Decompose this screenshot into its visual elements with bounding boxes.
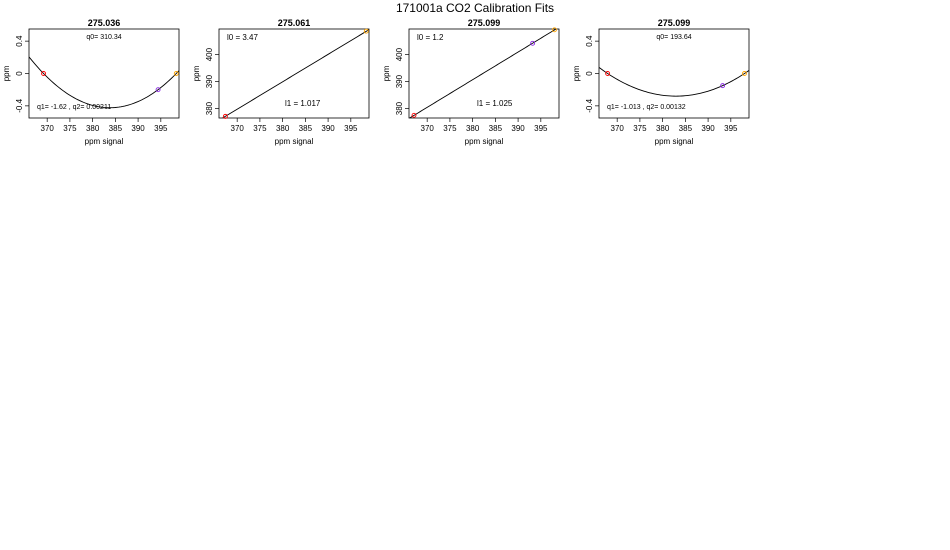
fit-annotation: q1= -1.013 , q2= 0.00132 (607, 104, 686, 111)
x-tick-label: 385 (489, 124, 503, 133)
fit-annotation: q0= 310.34 (86, 34, 121, 41)
y-tick-label: 380 (395, 101, 404, 115)
x-tick-label: 395 (534, 124, 548, 133)
fit-annotation: q0= 193.64 (656, 34, 691, 41)
x-tick-label: 380 (656, 124, 670, 133)
x-tick-label: 375 (253, 124, 267, 133)
data-point (530, 40, 536, 46)
y-tick-label: 0 (15, 71, 24, 76)
data-point (363, 28, 369, 34)
data-point (222, 113, 228, 119)
data-point (552, 27, 557, 33)
y-tick-label: 0.4 (15, 35, 24, 47)
x-tick-label: 380 (466, 124, 480, 133)
x-axis-label: ppm signal (85, 137, 124, 146)
y-axis-label: ppm (192, 65, 201, 81)
plot-frame (218, 28, 370, 119)
x-tick-label: 375 (63, 124, 77, 133)
x-tick-label: 370 (611, 124, 625, 133)
fit-curve (29, 56, 179, 109)
y-axis-label: ppm (572, 65, 581, 81)
x-tick-label: 370 (231, 124, 245, 133)
x-tick-label: 390 (131, 124, 145, 133)
x-tick-label: 375 (633, 124, 647, 133)
chart-title: 275.061 (278, 18, 311, 28)
x-axis-label: ppm signal (275, 137, 314, 146)
y-tick-label: -0.4 (585, 98, 594, 112)
fit-curve (221, 29, 369, 118)
x-tick-label: 390 (701, 124, 715, 133)
x-tick-label: 380 (276, 124, 290, 133)
chart-title: 275.099 (468, 18, 501, 28)
data-point (155, 87, 161, 93)
x-tick-label: 385 (109, 124, 123, 133)
data-point (720, 83, 726, 89)
chart-panel-2: 275.061 370 375 380 385 390 395 380 390 400 ppm si… (192, 18, 370, 146)
y-tick-label: 380 (205, 101, 214, 115)
x-tick-label: 385 (679, 124, 693, 133)
fit-curve (599, 67, 749, 97)
x-tick-label: 390 (511, 124, 525, 133)
x-axis-label: ppm signal (655, 137, 694, 146)
y-tick-label: 400 (395, 47, 404, 61)
x-tick-label: 380 (86, 124, 100, 133)
data-point (173, 71, 179, 76)
data-point (605, 71, 611, 76)
fit-annotation: l0 = 1.2 (417, 33, 444, 42)
x-axis-label: ppm signal (465, 137, 504, 146)
chart-title: 275.099 (658, 18, 691, 28)
fit-annotation: l1 = 1.025 (477, 99, 513, 108)
x-tick-label: 370 (421, 124, 435, 133)
y-tick-label: 390 (395, 74, 404, 88)
chart-panel-1: 275.036 370 375 380 385 390 395 -0.4 0 0.4 ppm sig… (2, 18, 180, 146)
x-tick-label: 395 (724, 124, 738, 133)
y-tick-label: 0.4 (585, 35, 594, 47)
page-title: 171001a CO2 Calibration Fits (396, 1, 554, 15)
data-point (411, 112, 417, 118)
x-tick-label: 390 (321, 124, 335, 133)
plot-frame (408, 28, 560, 119)
x-tick-label: 370 (41, 124, 55, 133)
chart-panel-3: 275.099 370 375 380 385 390 395 380 390 400 ppm si… (382, 18, 560, 146)
x-tick-label: 385 (299, 124, 313, 133)
chart-panel-4: 275.099 370 375 380 385 390 395 -0.4 0 0.4 ppm sig… (572, 18, 750, 146)
fit-annotation: l0 = 3.47 (227, 33, 258, 42)
fit-annotation: l1 = 1.017 (285, 99, 321, 108)
fit-annotation: q1= -1.62 , q2= 0.00211 (37, 104, 111, 111)
y-tick-label: 400 (205, 47, 214, 61)
x-tick-label: 375 (443, 124, 457, 133)
x-tick-label: 395 (154, 124, 168, 133)
y-axis-label: ppm (382, 65, 391, 81)
x-tick-label: 395 (344, 124, 358, 133)
chart-title: 275.036 (88, 18, 121, 28)
data-point (41, 71, 46, 76)
y-tick-label: 390 (205, 74, 214, 88)
y-tick-label: -0.4 (15, 98, 24, 112)
y-axis-label: ppm (2, 65, 11, 81)
y-tick-label: 0 (585, 71, 594, 76)
data-point (742, 71, 747, 76)
